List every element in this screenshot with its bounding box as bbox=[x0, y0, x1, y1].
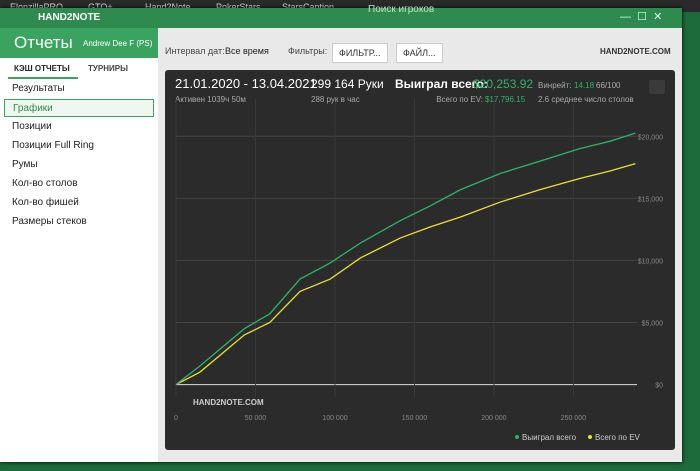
logo: HAND2NOTE.COM bbox=[600, 47, 671, 56]
y-tick-label: $0 bbox=[655, 383, 663, 390]
won-label: Выиграл всего: bbox=[395, 77, 488, 91]
y-tick-label: $5,000 bbox=[642, 321, 664, 328]
legend-label: Выиграл всего bbox=[522, 433, 577, 442]
menu-item[interactable]: Кол-во фишей bbox=[12, 197, 79, 208]
ev-label: Всего по EV: bbox=[436, 95, 483, 104]
sidebar: Отчеты Andrew Dee F (PS) КЭШ ОТЧЕТЫ ТУРН… bbox=[0, 28, 158, 462]
chart: 21.01.2020 - 13.04.2021 Активен 1039ч 50… bbox=[174, 76, 665, 442]
filter-button[interactable]: ФИЛЬТР... bbox=[332, 43, 388, 63]
series-line bbox=[175, 162, 636, 386]
interval-select[interactable]: Все время bbox=[225, 46, 269, 56]
window-controls[interactable]: — ☐ ✕ bbox=[620, 11, 663, 23]
series-line bbox=[175, 132, 636, 386]
search[interactable]: Поиск игроков bbox=[368, 4, 435, 15]
filters-label: Фильтры: bbox=[288, 46, 328, 56]
menu-item[interactable]: Позиции bbox=[12, 121, 52, 132]
tab[interactable]: ТУРНИРЫ bbox=[88, 64, 128, 73]
legend-swatch bbox=[588, 435, 592, 439]
watermark: HAND2NOTE.COM bbox=[193, 398, 264, 407]
tab-underline bbox=[8, 77, 78, 79]
active: Активен 1039ч 50м bbox=[175, 95, 246, 104]
winrate-label: Винрейт: bbox=[538, 81, 571, 90]
y-tick-label: $10,000 bbox=[638, 258, 663, 265]
file-button[interactable]: ФАЙЛ... bbox=[396, 43, 443, 63]
title-bar: HAND2NOTE Поиск игроков — ☐ ✕ bbox=[0, 4, 682, 28]
tab[interactable]: PokerStars bbox=[216, 2, 261, 12]
menu-item[interactable]: Позиции Full Ring bbox=[12, 140, 94, 151]
winrate: 14.18 bbox=[574, 81, 595, 90]
won: $20,253.92 bbox=[473, 77, 533, 91]
sidebar-title: Отчеты bbox=[14, 33, 73, 52]
dates: 21.01.2020 - 13.04.2021 bbox=[175, 76, 317, 91]
menu-item[interactable]: Графики bbox=[4, 99, 154, 117]
x-tick-label: 150 000 bbox=[402, 415, 427, 422]
x-tick-label: 100 000 bbox=[322, 415, 347, 422]
x-tick-label: 50 000 bbox=[245, 415, 267, 422]
tab[interactable]: StarsCaption bbox=[282, 2, 335, 12]
tab[interactable]: КЭШ ОТЧЕТЫ bbox=[14, 64, 70, 73]
winrate-unit: 66/100 bbox=[596, 81, 621, 90]
x-tick-label: 250 000 bbox=[561, 415, 586, 422]
y-tick-label: $15,000 bbox=[638, 196, 663, 203]
user[interactable]: Andrew Dee F (PS) bbox=[83, 39, 153, 48]
menu-item[interactable]: Результаты bbox=[12, 83, 65, 94]
tables: 2.6 среднее число столов bbox=[538, 95, 634, 104]
menu-item[interactable]: Кол-во столов bbox=[12, 178, 78, 189]
legend-swatch bbox=[515, 435, 519, 439]
menu-item[interactable]: Румы bbox=[12, 159, 38, 170]
interval-label: Интервал дат: bbox=[165, 46, 225, 56]
x-tick-label: 200 000 bbox=[481, 415, 506, 422]
hands: 299 164 Руки bbox=[311, 77, 384, 91]
ev: $17,796.15 bbox=[485, 95, 526, 104]
menu-item[interactable]: Размеры стеков bbox=[12, 216, 87, 227]
tab[interactable]: Hand2Note bbox=[145, 2, 191, 12]
tab[interactable]: GTO+ bbox=[88, 2, 113, 12]
tab[interactable]: ElonzillaPRO bbox=[10, 2, 64, 12]
sidebar-header: Отчеты Andrew Dee F (PS) bbox=[0, 28, 158, 58]
window-title: HAND2NOTE bbox=[38, 12, 101, 23]
y-tick-label: $20,000 bbox=[638, 134, 663, 141]
legend-label: Всего по EV bbox=[595, 433, 641, 442]
x-tick-label: 0 bbox=[174, 415, 178, 422]
settings-button[interactable] bbox=[649, 80, 665, 94]
